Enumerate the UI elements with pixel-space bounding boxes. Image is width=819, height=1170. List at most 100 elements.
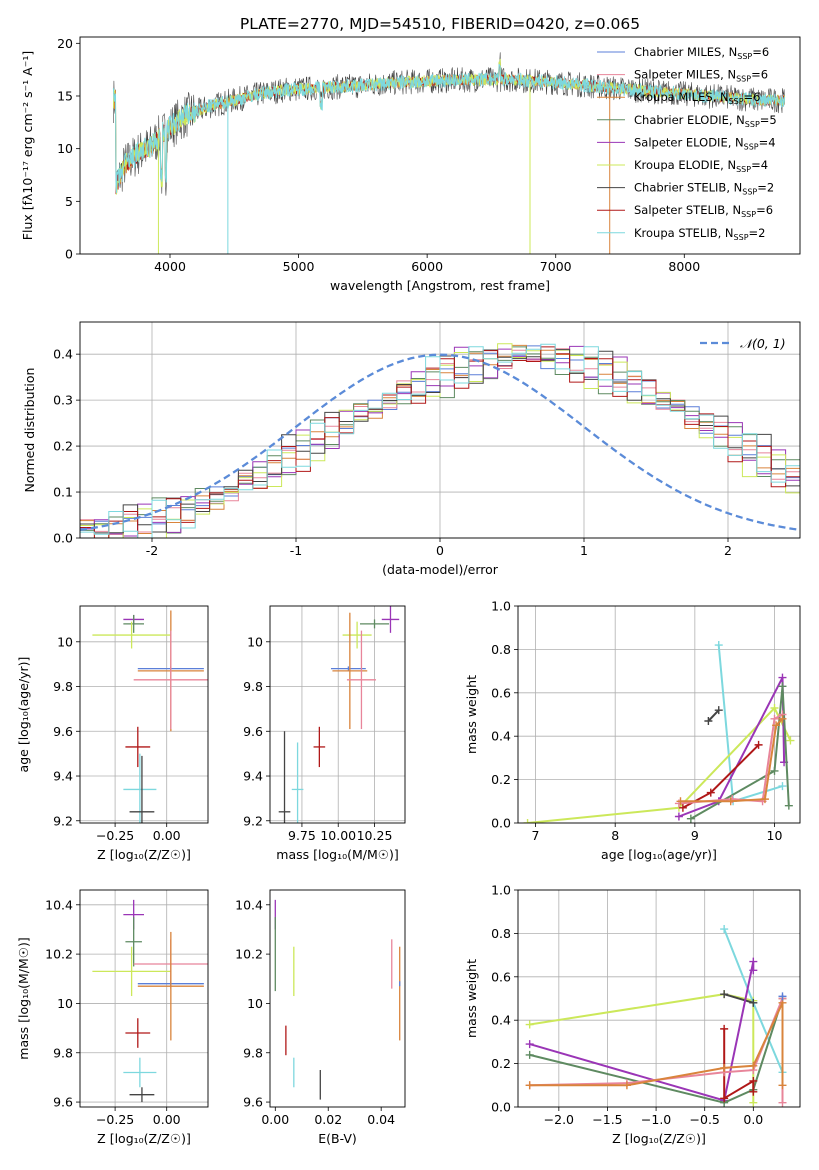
errorbar-point (278, 731, 291, 823)
legend-subscript: SSP (736, 75, 751, 84)
x-tick-label: 0.0 (743, 1112, 763, 1127)
weight-series (720, 1024, 758, 1103)
legend: 𝒩(0, 1) (700, 336, 786, 351)
weight-marker (714, 706, 723, 715)
errorbar-point (92, 946, 171, 997)
y-tick-label: 0.4 (53, 347, 73, 362)
y-tick-label: 0.1 (53, 485, 73, 500)
x-tick-label: −0.25 (96, 828, 134, 843)
legend-suffix: =6 (752, 45, 769, 59)
legend-suffix: =2 (757, 181, 774, 195)
y-tick-label: 0.0 (491, 816, 511, 831)
legend-subscript: SSP (745, 120, 760, 129)
weight-marker (778, 1098, 787, 1107)
x-tick-label: −1.0 (641, 1112, 671, 1127)
x-tick-label: -1 (290, 543, 302, 558)
weight-line (723, 993, 754, 1004)
weight-marker (749, 998, 758, 1007)
y-tick-label: 0.4 (491, 729, 511, 744)
weight-marker (754, 740, 763, 749)
y-tick-label: 0.3 (53, 393, 73, 408)
weight-marker (720, 990, 729, 999)
y-tick-label: 0.2 (53, 439, 73, 454)
weight-marker (523, 819, 532, 823)
axes-frame (269, 889, 406, 1108)
x-tick-label: 8 (611, 828, 619, 843)
panel-mass-vs-EBV: 0.00 0.02 0.04 9.6 9.8 10 10.2 10.4 E(B-V) (235, 889, 406, 1146)
y-tick-label: 0.0 (491, 1100, 511, 1115)
data-layer (274, 899, 401, 1100)
x-tick-label: −0.5 (690, 1112, 720, 1127)
y-tick-label: 9.6 (243, 724, 263, 739)
weight-marker (749, 1061, 758, 1070)
errorbar-point (129, 1087, 155, 1103)
histogram-series (80, 345, 800, 537)
weight-line (529, 993, 755, 1103)
legend-subscript: SSP (736, 165, 751, 174)
legend-subscript: SSP (729, 97, 744, 106)
x-tick-label: 7000 (540, 259, 572, 274)
weight-line (529, 998, 784, 1104)
y-tick-label: 9.8 (243, 679, 263, 694)
y-tick-label: 0.2 (491, 1056, 511, 1071)
x-tick-label: 0.00 (153, 1112, 181, 1127)
data-layer (523, 641, 795, 823)
weight-series (686, 682, 793, 823)
errorbar-point (125, 1018, 151, 1048)
y-axis-label: mass weight (464, 959, 479, 1038)
x-tick-label: −1.5 (592, 1112, 622, 1127)
weight-line (723, 1028, 755, 1101)
x-tick-label: 0.00 (261, 1112, 289, 1127)
legend-label: 𝒩(0, 1) (740, 336, 786, 351)
x-axis-label: age [log₁₀(age/yr)] (601, 847, 717, 862)
errorbar-point (123, 614, 144, 633)
x-tick-label: 0 (436, 543, 444, 558)
legend-suffix: =2 (749, 226, 766, 240)
x-tick-label: −0.25 (96, 1112, 134, 1127)
legend-subscript: SSP (741, 210, 756, 219)
histogram-series (80, 346, 800, 538)
legend-label: Kroupa STELIB, NSSP=2 (634, 226, 765, 242)
y-tick-label: 9.6 (53, 1095, 73, 1110)
x-axis-label: (data-model)/error (382, 562, 499, 577)
errorbar-point (342, 621, 372, 649)
weight-marker (749, 1087, 758, 1096)
weight-series (525, 957, 758, 1105)
weight-marker (726, 797, 735, 806)
y-tick-label: 5 (65, 194, 73, 209)
histogram-series (80, 343, 800, 538)
x-tick-label: 8000 (668, 259, 700, 274)
legend-subscript: SSP (737, 52, 752, 61)
y-tick-label: 1.0 (491, 599, 511, 614)
weight-marker (525, 1020, 534, 1029)
x-tick-label: 2 (724, 543, 732, 558)
legend-name: Salpeter STELIB, N (634, 203, 741, 217)
y-axis-label: mass weight (464, 675, 479, 754)
y-tick-label: 0.8 (491, 926, 511, 941)
legend-label: Salpeter ELODIE, NSSP=4 (634, 135, 776, 151)
weight-marker (720, 1094, 729, 1103)
legend-name: Kroupa STELIB, N (634, 226, 734, 240)
x-tick-label: 7 (532, 828, 540, 843)
y-tick-label: 10.2 (45, 947, 73, 962)
errorbar-point (129, 755, 155, 823)
weight-marker (778, 682, 787, 691)
data-layer (80, 343, 800, 538)
weight-line (690, 686, 790, 820)
y-tick-label: 9.6 (53, 724, 73, 739)
y-tick-label: 10.2 (235, 947, 263, 962)
y-axis-label: mass [log₁₀(M/M☉)] (16, 937, 31, 1059)
errorbar-point (125, 917, 142, 967)
weight-marker (525, 1050, 534, 1059)
legend-label: Chabrier MILES, NSSP=6 (634, 45, 769, 61)
weight-marker (686, 814, 695, 823)
panel-age-vs-Z: −0.25 0.00 9.2 9.4 9.6 9.8 10 Z [log₁₀(Z/Z☉)] ag… (16, 605, 209, 862)
errorbar-point (381, 606, 400, 633)
weight-marker (525, 1040, 534, 1049)
legend-suffix: =6 (756, 203, 773, 217)
y-tick-label: 0.6 (491, 969, 511, 984)
axes-frame (79, 605, 209, 824)
x-tick-label: 10.00 (320, 828, 356, 843)
weight-marker (720, 925, 729, 934)
